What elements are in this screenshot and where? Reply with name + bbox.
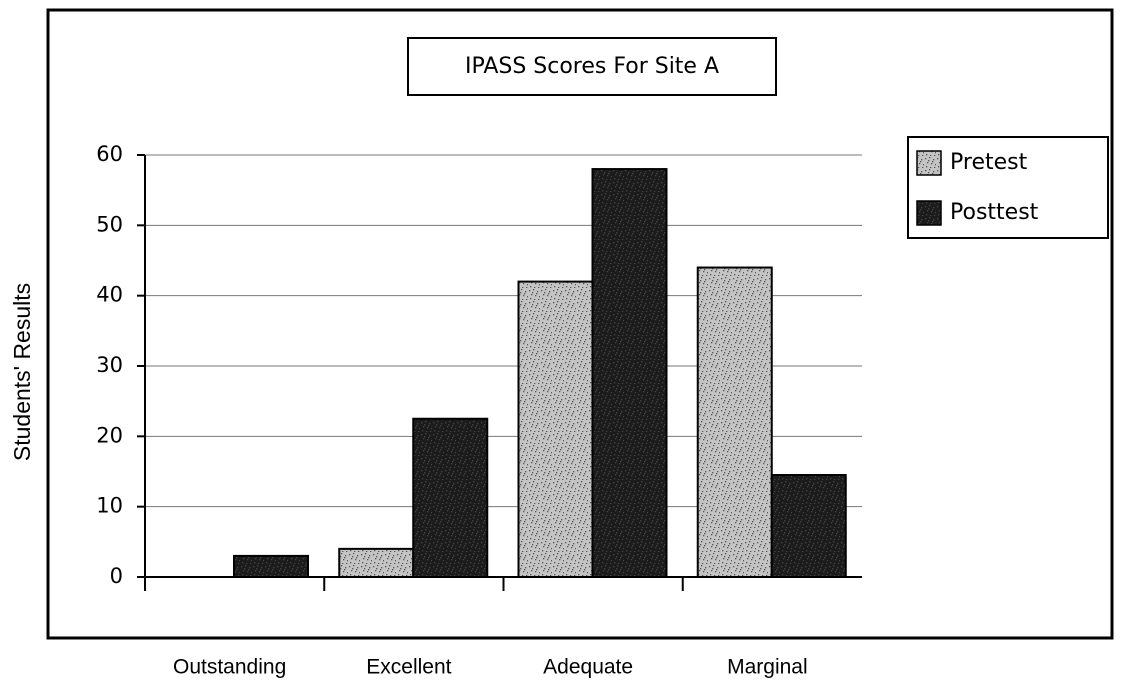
- y-tick-label: 40: [96, 283, 123, 307]
- title-box: [407, 37, 777, 96]
- bar: [412, 417, 489, 578]
- y-tick-label: 60: [96, 142, 123, 166]
- y-tick-label: 10: [96, 494, 123, 518]
- bar: [696, 266, 773, 578]
- y-tick-label: 30: [96, 353, 123, 377]
- bar: [517, 280, 594, 578]
- legend-label: Posttest: [950, 200, 1039, 225]
- legend-swatch: [916, 150, 942, 176]
- legend-label: Pretest: [950, 150, 1028, 175]
- bar: [591, 168, 668, 578]
- y-tick-label: 50: [96, 212, 123, 236]
- bar: [233, 554, 309, 579]
- y-tick-label: 0: [110, 564, 123, 588]
- y-tick-label: 20: [96, 423, 123, 447]
- bar: [338, 547, 415, 578]
- y-axis-label: Students' Results: [9, 283, 35, 461]
- x-tick-label: Outstanding: [173, 656, 286, 679]
- legend-swatch: [916, 200, 942, 226]
- x-tick-label: Excellent: [366, 656, 451, 679]
- x-tick-label: Adequate: [543, 656, 633, 679]
- chart-title: IPASS Scores For Site A: [465, 54, 719, 79]
- x-tick-label: Marginal: [727, 656, 808, 679]
- bar: [770, 474, 847, 578]
